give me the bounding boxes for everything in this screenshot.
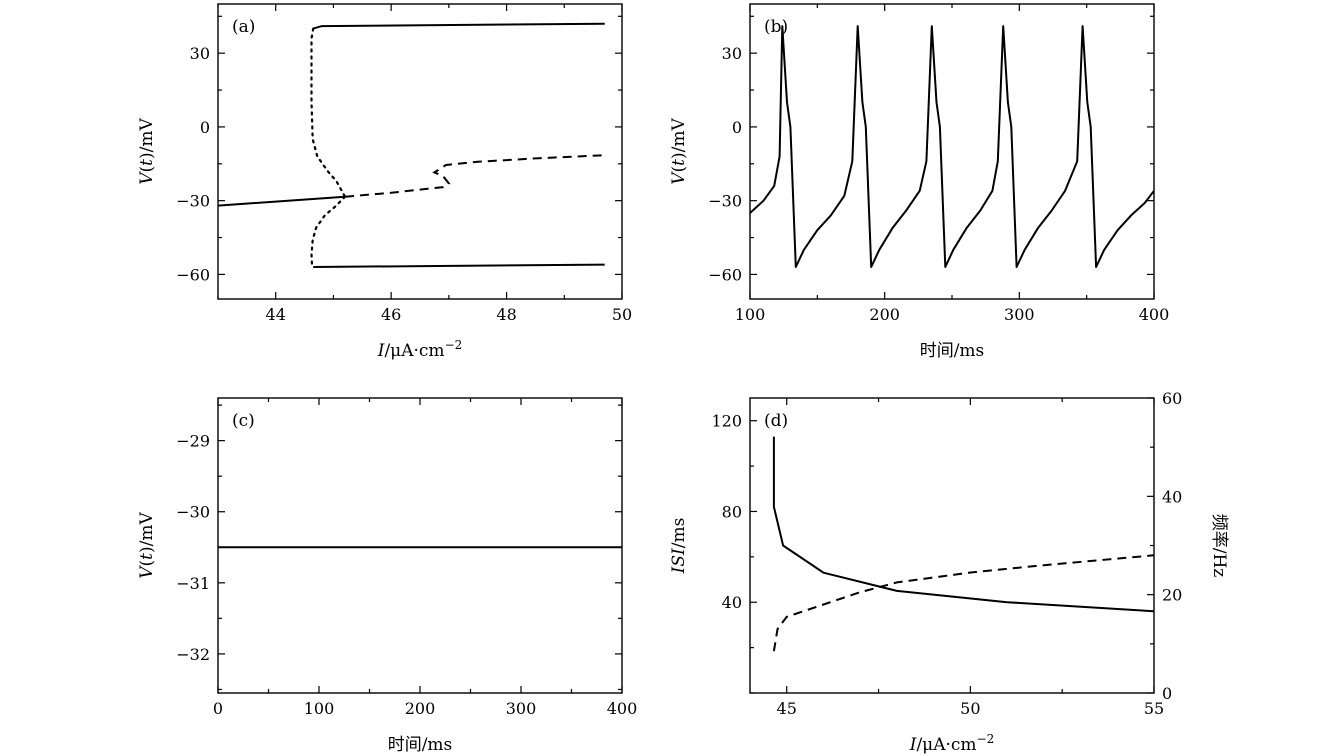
x-tick-label: 400	[1139, 305, 1170, 324]
x-tick-label: 48	[496, 305, 516, 324]
x-tick-label: 400	[607, 699, 638, 718]
x-tick-label: 100	[304, 699, 335, 718]
panel-label: (a)	[232, 17, 255, 37]
y-axis-label: V(t)/mV	[137, 118, 157, 185]
y-tick-label: −30	[708, 192, 742, 211]
y2-tick-label: 20	[1162, 586, 1182, 605]
plot-frame	[749, 397, 1155, 694]
y-tick-label: −32	[176, 645, 210, 664]
x-tick-label: 100	[735, 305, 766, 324]
y-tick-label: 0	[732, 118, 742, 137]
series-stable-rest	[217, 195, 346, 207]
series-unstable-branch	[344, 154, 605, 198]
series-frequency	[772, 554, 1155, 652]
x-tick-label: 0	[213, 699, 223, 718]
y-tick-label: 30	[722, 44, 742, 63]
x-tick-label: 200	[869, 305, 900, 324]
y2-tick-label: 0	[1162, 684, 1172, 703]
x-axis-label: 时间/ms	[388, 735, 453, 755]
x-tick-label: 44	[266, 305, 286, 324]
x-tick-label: 300	[1004, 305, 1035, 324]
series-ISI	[772, 436, 1155, 613]
series-membrane-potential	[749, 25, 1155, 268]
plot-frame	[217, 397, 623, 694]
y-tick-label: 0	[200, 118, 210, 137]
x-tick-label: 200	[405, 699, 436, 718]
panel-c-chart: 0 100 200 300 400 −32 −31 −30 −29 时间/ms V(t)/mV (c)	[137, 397, 638, 755]
y2-axis-label: 频率/Hz	[1209, 514, 1229, 578]
y-tick-label: −31	[176, 574, 210, 593]
y-tick-label: 120	[711, 412, 742, 431]
x-tick-label: 50	[612, 305, 632, 324]
x-tick-label: 50	[960, 699, 980, 718]
y-tick-label: 40	[722, 593, 742, 612]
y-tick-label: 80	[722, 502, 742, 521]
y-axis-label: ISI/ms	[669, 518, 689, 575]
y2-tick-label: 40	[1162, 487, 1182, 506]
panel-label: (d)	[764, 411, 788, 431]
series-upper-unstable-cycle	[310, 27, 347, 198]
y-axis-label: V(t)/mV	[137, 512, 157, 579]
x-tick-label: 300	[506, 699, 537, 718]
y-tick-label: −60	[176, 265, 210, 284]
panel-d-chart: 45 50 55 40 80 120 0 20 40 60 频率/Hz I/μA·cm−2 ISI/ms…	[669, 389, 1229, 755]
y-axis-label: V(t)/mV	[669, 118, 689, 185]
y-tick-label: 30	[190, 44, 210, 63]
x-axis-label: I/μA·cm−2	[909, 732, 995, 755]
y-tick-label: −30	[176, 503, 210, 522]
y2-tick-label: 60	[1162, 389, 1182, 408]
series-cycle-max	[312, 22, 605, 30]
x-axis-label: I/μA·cm−2	[377, 338, 463, 361]
x-tick-label: 45	[777, 699, 797, 718]
panel-b-chart: 100 200 300 400 −60 −30 0 30 时间/ms V(t)/mV (b)	[669, 3, 1170, 361]
panel-a-chart: 44 46 48 50 −60 −30 0 30 I/μA·cm−2 V(t)/mV (a)	[137, 3, 632, 361]
y-tick-label: −60	[708, 265, 742, 284]
plot-frame	[217, 3, 623, 300]
x-tick-label: 55	[1144, 699, 1164, 718]
series-cycle-min	[313, 263, 605, 268]
series-lower-unstable-cycle	[310, 195, 347, 269]
panel-label: (c)	[232, 411, 255, 431]
x-axis-label: 时间/ms	[920, 341, 985, 361]
y-tick-label: −30	[176, 192, 210, 211]
x-tick-label: 46	[381, 305, 401, 324]
panel-label: (b)	[764, 17, 788, 37]
y-tick-label: −29	[176, 432, 210, 451]
